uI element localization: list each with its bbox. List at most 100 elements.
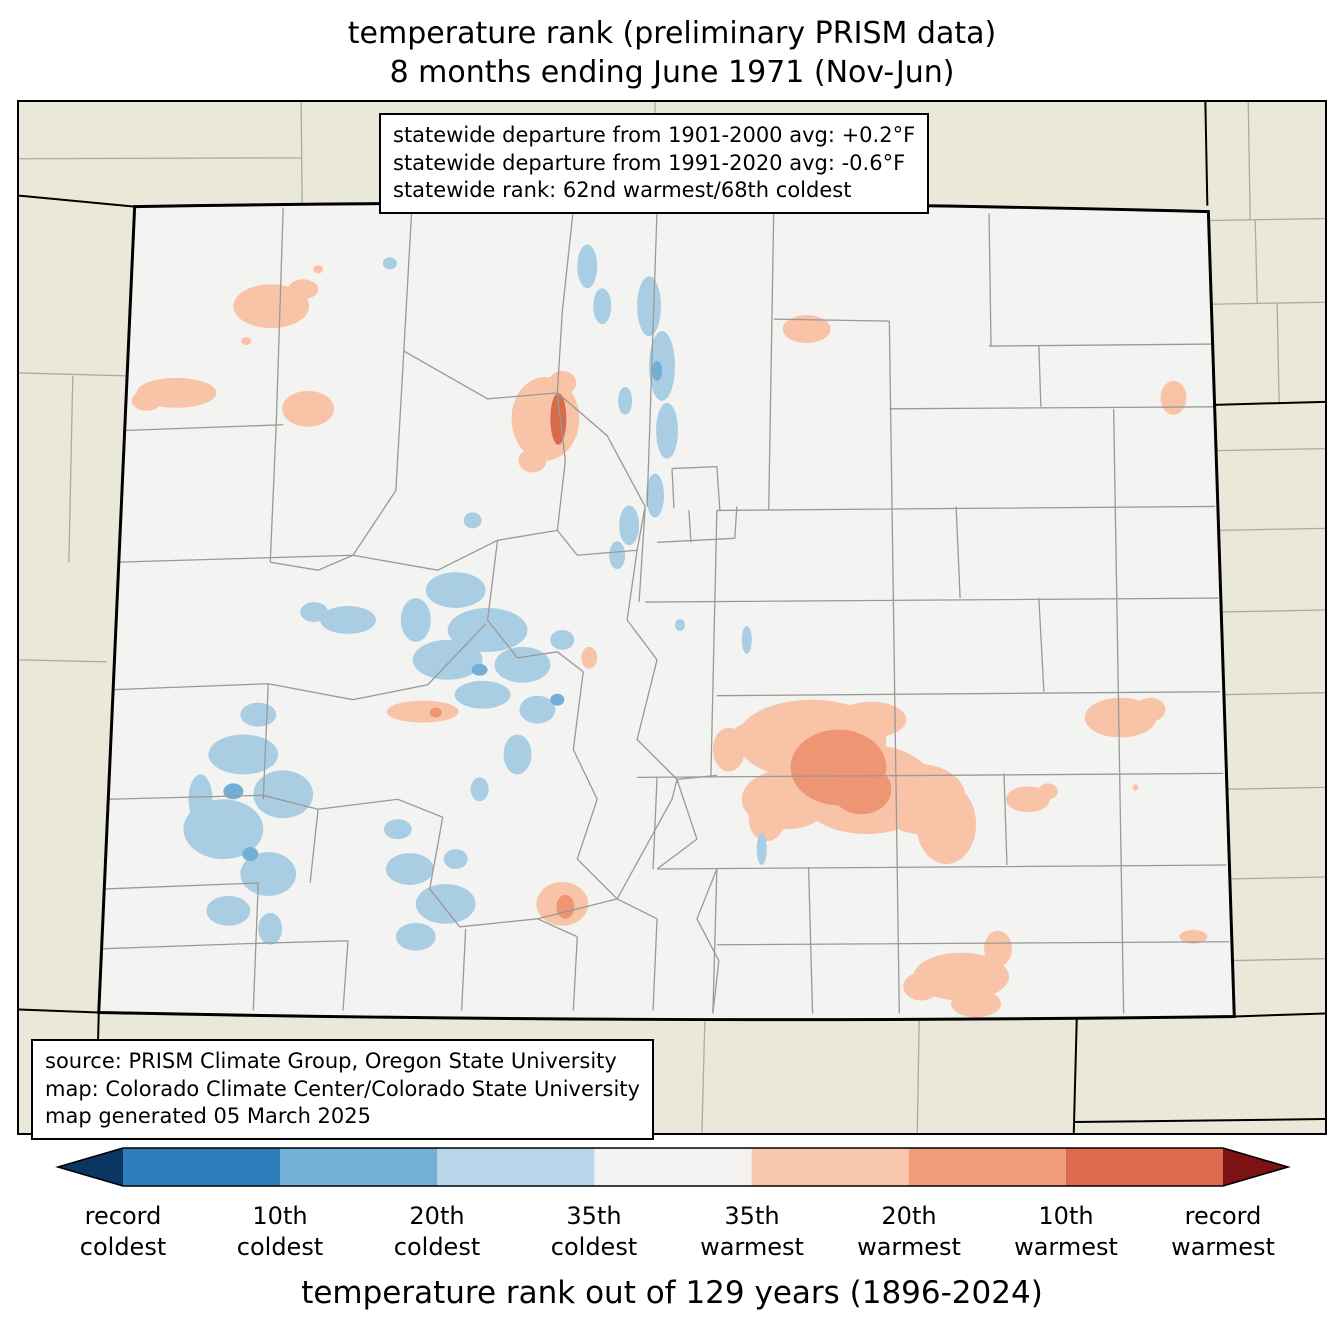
warm-patch	[916, 784, 977, 865]
colorbar-label: 10th coldest	[200, 1201, 360, 1263]
cold-anomaly-regions	[183, 244, 767, 951]
colorbar-label: 10th warmest	[986, 1201, 1146, 1263]
stats-box: statewide departure from 1901-2000 avg: …	[379, 113, 930, 215]
cold-patch	[550, 629, 575, 650]
map-frame: statewide departure from 1901-2000 avg: …	[17, 100, 1327, 1141]
colorbar-segment	[594, 1148, 752, 1186]
colorbar-label-line: record	[84, 1202, 162, 1230]
cold-patch	[503, 734, 532, 775]
colorbar-label-line: coldest	[550, 1233, 638, 1261]
colorbar-label-line: 10th	[252, 1202, 308, 1230]
colorbar-label-line: warmest	[1171, 1233, 1275, 1261]
colorbar-right-arrow	[1223, 1148, 1288, 1186]
cold-patch	[443, 849, 468, 870]
cold-patch	[240, 702, 277, 727]
warm-patch	[782, 315, 831, 344]
cold-patch	[470, 777, 489, 802]
cold-patch	[395, 922, 436, 951]
cold-patch	[649, 331, 675, 401]
source-box: source: PRISM Climate Group, Oregon Stat…	[31, 1039, 654, 1141]
colorbar-scale	[55, 1147, 1291, 1187]
stats-line-2: statewide departure from 1991-2020 avg: …	[393, 150, 906, 175]
new-mexico-county-lines	[701, 1017, 920, 1133]
county-borders-west	[102, 207, 720, 1014]
cold-patch	[519, 695, 556, 724]
cold-patch	[412, 639, 483, 680]
warm-patch	[748, 797, 785, 842]
warm-patch	[241, 337, 252, 346]
cold-patch	[577, 244, 598, 289]
warm-patch	[903, 972, 940, 1001]
nebraska-county-lines	[1209, 102, 1325, 403]
colorbar-label-line: record	[1184, 1202, 1262, 1230]
colorbar-label-line: 20th	[881, 1202, 937, 1230]
utah-county-lines	[19, 372, 132, 663]
colorbar-caption: temperature rank out of 129 years (1896-…	[301, 1275, 1043, 1311]
warm-patch	[1132, 784, 1139, 791]
cold-patch	[188, 774, 213, 825]
stats-line-3: statewide rank: 62nd warmest/68th coldes…	[393, 178, 852, 203]
colorbar-segment	[280, 1148, 438, 1186]
cold-patch	[656, 402, 678, 459]
colorbar-label-line: warmest	[700, 1233, 804, 1261]
cold-patch	[425, 572, 486, 609]
warm-patch	[518, 448, 547, 473]
cold-core-patch	[242, 847, 259, 862]
warm-anomaly-regions	[131, 265, 1208, 1018]
warm-patch	[288, 279, 319, 300]
colorbar-segment	[751, 1148, 909, 1186]
cold-patch	[382, 257, 397, 270]
colorbar-label: 35th coldest	[514, 1201, 674, 1263]
colorbar-label-line: coldest	[79, 1233, 167, 1261]
warm-patch	[984, 930, 1012, 967]
cold-patch	[619, 505, 640, 546]
cold-core-patch	[550, 693, 565, 706]
cold-patch	[618, 386, 633, 415]
cold-patch	[741, 625, 752, 654]
cold-patch	[593, 288, 612, 325]
warm-patch	[581, 646, 598, 669]
page-title-line1: temperature rank (preliminary PRISM data…	[347, 16, 997, 51]
warm-patch	[1179, 929, 1208, 944]
colorbar-label-line: 10th	[1038, 1202, 1094, 1230]
cold-patch	[385, 853, 434, 885]
cold-patch	[258, 912, 283, 945]
colorbar-left-arrow	[58, 1148, 123, 1186]
cold-patch	[756, 833, 767, 866]
cold-patch	[447, 608, 528, 652]
cold-patch	[463, 512, 482, 529]
colorbar-label: 20th warmest	[829, 1201, 989, 1263]
cold-patch	[300, 602, 329, 622]
source-line-1: source: PRISM Climate Group, Oregon Stat…	[45, 1049, 617, 1073]
colorbar-label-line: coldest	[393, 1233, 481, 1261]
warm-patch	[951, 989, 1001, 1018]
warm-patch	[233, 284, 310, 329]
county-borders-metro	[657, 465, 738, 543]
colorado-interior	[102, 207, 1230, 1018]
colorbar-label: 35th warmest	[672, 1201, 832, 1263]
warm-patch	[1037, 783, 1058, 800]
warm-patch	[313, 265, 324, 274]
county-borders-east	[637, 213, 1230, 1014]
cold-core-patch	[223, 783, 244, 800]
cold-patch	[454, 680, 511, 709]
colorbar-segment	[437, 1148, 595, 1186]
cold-patch	[253, 770, 314, 819]
warm-patch	[282, 390, 335, 427]
colorbar-label: 20th coldest	[357, 1201, 517, 1263]
warm-patch	[131, 390, 162, 411]
cold-patch	[674, 618, 685, 631]
kansas-county-lines	[1216, 448, 1325, 962]
colorbar-label-line: coldest	[236, 1233, 324, 1261]
colorbar-label-line: 35th	[566, 1202, 622, 1230]
colorbar: record coldest 10th coldest 20th coldest…	[0, 1145, 1344, 1332]
colorado-temperature-rank-map	[19, 102, 1325, 1133]
colorbar-label-line: 35th	[724, 1202, 780, 1230]
warm-core-patch	[831, 764, 892, 815]
county-borders	[102, 207, 1230, 1014]
cold-patch	[415, 883, 476, 924]
colorbar-label: record warmest	[1143, 1201, 1303, 1263]
neighbor-state-borders	[19, 102, 1325, 1133]
warm-patch	[1160, 380, 1187, 415]
